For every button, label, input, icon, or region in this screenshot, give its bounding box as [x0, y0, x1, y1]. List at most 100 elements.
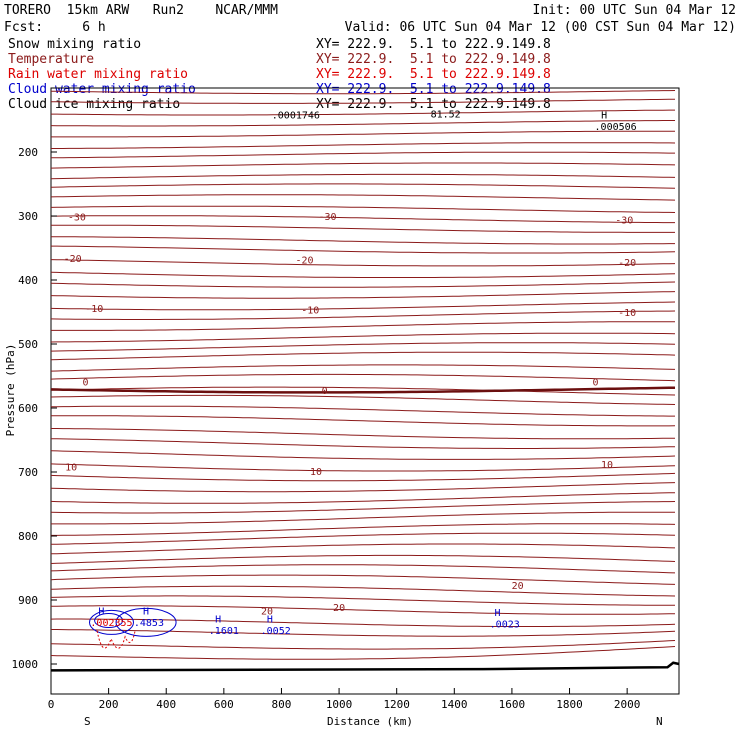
isotherm-line — [50, 194, 676, 201]
contour-value-label: 0 — [592, 378, 598, 389]
isotherm-line — [51, 130, 675, 138]
isotherm-line — [50, 605, 676, 615]
contour-value-label: -20 — [618, 258, 636, 269]
isotherm-line — [50, 595, 675, 606]
isotherm-line — [50, 415, 676, 427]
isotherm-line — [50, 501, 676, 514]
isotherm-line — [50, 173, 676, 180]
isotherm-line — [51, 629, 676, 637]
isotherm-line — [50, 438, 676, 449]
isotherm-line — [50, 332, 676, 343]
y-tick-label: 800 — [18, 530, 38, 543]
legend-name-cloud-ice: Cloud ice mixing ratio — [8, 97, 180, 112]
isotherm-line — [50, 646, 676, 660]
isotherm-line — [50, 259, 676, 267]
contour-value-label: -20 — [295, 255, 313, 266]
isotherm-line — [50, 585, 676, 597]
isotherm-line — [50, 351, 676, 361]
x-tick-label: 2000 — [614, 698, 641, 711]
isotherm-line — [51, 236, 675, 245]
contour-value-label: 20 — [261, 607, 273, 618]
legend-name-temperature: Temperature — [8, 52, 94, 67]
x-tick-label: 800 — [272, 698, 292, 711]
contour-value-label: 0 — [83, 378, 89, 389]
contour-value-label: -20 — [64, 254, 82, 265]
contour-value-label: -10 — [618, 308, 636, 319]
contour-value-label: 10 — [310, 467, 322, 478]
isotherm-line — [51, 428, 676, 440]
contour-value-label: -10 — [85, 304, 103, 315]
x-tick-label: 1800 — [556, 698, 583, 711]
x-tick-label: 0 — [48, 698, 55, 711]
isotherm-line — [50, 342, 676, 352]
contour-value-label: -30 — [615, 216, 633, 227]
isotherm-line — [50, 364, 676, 372]
contour-value-label: 10 — [65, 463, 77, 474]
isotherm-line — [51, 142, 676, 149]
x-tick-label: 1400 — [441, 698, 468, 711]
contour-value-label: -10 — [301, 305, 319, 316]
contour-value-label: 81.52 — [431, 109, 461, 120]
isotherm-line — [50, 472, 676, 482]
x-axis-title: Distance (km) — [327, 715, 413, 728]
legend-name-cloud-water: Cloud water mixing ratio — [8, 82, 196, 97]
isotherm-line — [50, 492, 676, 504]
x-tick-label: 600 — [214, 698, 234, 711]
endpoint-left: S — [84, 715, 91, 728]
isotherm-line — [50, 310, 676, 320]
contour-value-label: 20 — [333, 603, 345, 614]
contour-value-label: 10 — [601, 460, 613, 471]
legend-xy-cloud-ice: XY= 222.9. 5.1 to 222.9.149.8 — [316, 97, 551, 112]
y-tick-label: 200 — [18, 146, 38, 159]
y-tick-label: 1000 — [12, 658, 39, 671]
legend: Snow mixing ratio XY= 222.9. 5.1 to 222.… — [8, 37, 551, 112]
isotherm-line — [50, 291, 676, 299]
contour-value-label: H — [98, 607, 104, 618]
y-axis-title: Pressure (hPa) — [4, 344, 17, 437]
isotherm-line — [50, 564, 676, 574]
isotherm-line — [50, 205, 676, 213]
valid-time: Valid: 06 UTC Sun 04 Mar 12 (00 CST Sun … — [345, 20, 736, 35]
isotherm-line — [51, 215, 675, 224]
temperature-contours — [50, 90, 676, 660]
isotherm-line — [50, 618, 676, 627]
contour-value-label: 0 — [322, 386, 328, 397]
isotherm-line — [50, 162, 676, 169]
contour-value-label: .0052 — [261, 626, 291, 637]
isotherm-line — [51, 245, 676, 254]
isotherm-line — [50, 281, 676, 288]
legend-name-snow: Snow mixing ratio — [8, 37, 141, 52]
cloud-water-contour — [88, 609, 134, 635]
contour-value-label: .4853 — [134, 618, 164, 629]
init-time: Init: 00 UTC Sun 04 Mar 12 — [533, 3, 737, 18]
isotherm-line — [51, 109, 675, 116]
terrain-line — [50, 661, 680, 672]
isotherm-line — [50, 394, 676, 405]
y-tick-label: 900 — [18, 594, 38, 607]
legend-xy-rain: XY= 222.9. 5.1 to 222.9.149.8 — [316, 67, 551, 82]
contour-value-label: 20 — [512, 581, 524, 592]
isotherm-line — [50, 120, 675, 127]
legend-xy-temperature: XY= 222.9. 5.1 to 222.9.149.8 — [316, 52, 551, 67]
contour-value-label: H — [215, 614, 221, 625]
isotherm-line — [51, 511, 675, 525]
endpoint-right: N — [656, 715, 663, 728]
hydrometeor-contours — [88, 607, 177, 649]
isotherm-line — [50, 301, 676, 311]
isotherm-line — [50, 543, 676, 555]
contour-value-label: .0023 — [490, 620, 520, 631]
contour-value-label: H — [601, 111, 607, 122]
forecast-hour: Fcst: 6 h — [4, 20, 106, 35]
isotherm-line — [50, 405, 675, 417]
contour-value-label: -30 — [68, 212, 86, 223]
y-tick-label: 300 — [18, 210, 38, 223]
isotherm-line — [50, 554, 676, 564]
isotherm-line — [50, 271, 676, 278]
y-tick-label: 500 — [18, 338, 38, 351]
contour-value-label: .1601 — [209, 626, 239, 637]
cloud-water-contour — [115, 607, 177, 637]
isotherm-line — [50, 386, 676, 396]
legend-xy-cloud-water: XY= 222.9. 5.1 to 222.9.149.8 — [316, 82, 551, 97]
isotherm-line — [50, 482, 676, 493]
